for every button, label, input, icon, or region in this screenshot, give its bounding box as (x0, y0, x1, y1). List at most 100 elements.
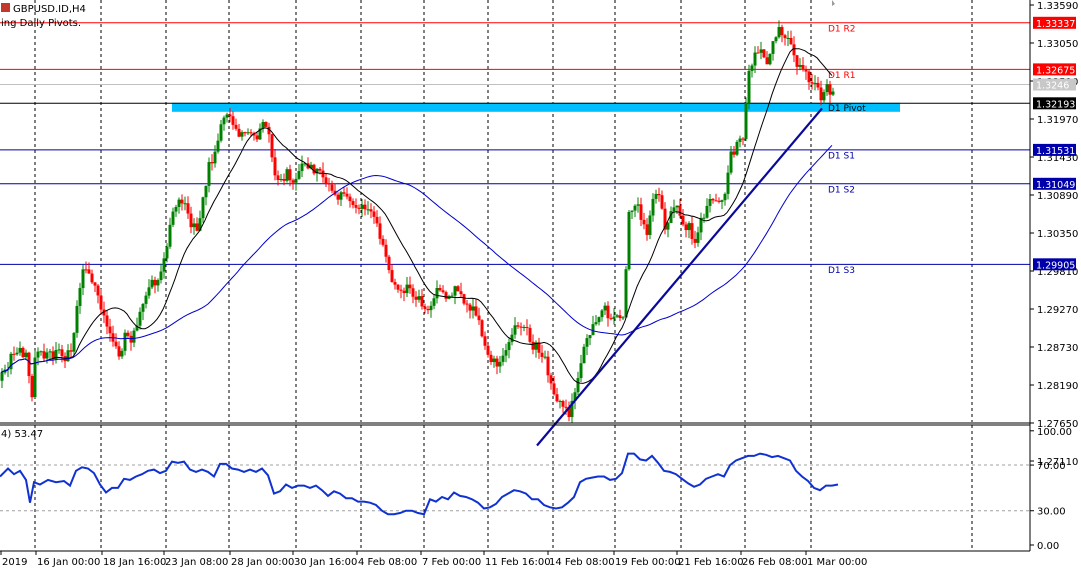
candle-body (384, 244, 388, 257)
x-tick-label: 28 Jan 00:00 (231, 557, 294, 568)
candle-body (0, 372, 4, 381)
pivot-name-label: D1 Pivot (828, 104, 866, 114)
y-tick-label: 1.27110 (1037, 457, 1078, 468)
y-tick-label: 1.29810 (1037, 267, 1078, 278)
price-axis: 1.335901.330501.325101.319701.314301.308… (0, 0, 1078, 552)
candle-body (255, 135, 259, 140)
candle-body (267, 126, 271, 135)
candle-body (591, 324, 595, 336)
candle-body (825, 84, 829, 93)
candle-body (309, 164, 313, 169)
x-tick-label: 19 Feb 00:00 (615, 557, 681, 568)
candle-body (183, 203, 187, 205)
candles (0, 20, 835, 424)
candle-body (345, 193, 349, 197)
candle-body (696, 232, 700, 243)
candle-body (285, 169, 289, 181)
candle-body (738, 138, 742, 142)
y-tick-label: 1.27650 (1037, 419, 1078, 430)
rsi-tick-label: 100.00 (1037, 427, 1072, 438)
x-tick-label: 4 Feb 08:00 (358, 557, 417, 568)
candle-body (753, 52, 757, 66)
candle-body (534, 342, 538, 350)
candle-body (228, 114, 232, 117)
candle-body (810, 82, 814, 84)
rsi-panel (0, 452, 1030, 516)
candle-body (531, 341, 535, 350)
candle-body (105, 315, 109, 327)
symbol-icon (1, 3, 10, 12)
candle-body (408, 284, 412, 289)
candle-body (390, 270, 394, 283)
candle-body (369, 209, 373, 212)
candle-body (261, 122, 265, 129)
candle-body (129, 335, 133, 343)
candle-body (459, 291, 463, 295)
candle-body (411, 288, 415, 297)
candle-body (774, 37, 778, 42)
x-tick-label: 14 Feb 08:00 (549, 557, 615, 568)
candle-body (495, 358, 499, 367)
candle-body (672, 207, 676, 212)
candle-body (12, 353, 16, 355)
candle-body (579, 363, 583, 379)
candle-body (357, 207, 361, 209)
x-tick-label: 7 Feb 00:00 (422, 557, 481, 568)
candle-body (432, 298, 436, 306)
candle-body (723, 193, 727, 201)
candle-body (108, 326, 112, 334)
candle-body (429, 305, 433, 311)
candle-body (174, 206, 178, 212)
candle-body (474, 306, 478, 316)
candle-body (570, 400, 574, 418)
candle-body (594, 322, 598, 325)
candle-body (456, 286, 460, 292)
candle-body (708, 198, 712, 206)
candle-body (699, 217, 703, 233)
candle-body (36, 351, 40, 358)
rsi-line (0, 452, 839, 516)
y-tick-label: 1.33050 (1037, 39, 1078, 50)
candle-body (243, 132, 247, 134)
candle-body (435, 288, 439, 299)
candle-body (597, 317, 601, 323)
candle-body (471, 306, 475, 311)
candle-body (69, 350, 73, 352)
candle-body (54, 349, 58, 360)
candle-body (249, 132, 253, 134)
candle-body (678, 205, 682, 216)
candle-body (201, 197, 205, 219)
candle-body (762, 49, 766, 58)
candle-body (42, 351, 46, 359)
candle-body (45, 352, 49, 359)
trendline (536, 107, 823, 447)
candle-body (624, 269, 628, 318)
candle-body (399, 289, 403, 291)
candle-body (99, 295, 103, 310)
candle-body (363, 204, 367, 210)
y-tick-label: 1.29270 (1037, 305, 1078, 316)
symbol-label: GBPUSD.ID,H4 (13, 4, 86, 15)
candle-body (645, 224, 649, 235)
chart-shift-marker (832, 0, 835, 6)
candle-body (630, 210, 634, 212)
candle-body (543, 356, 547, 358)
candle-body (90, 273, 94, 283)
x-tick-label: 30 Jan 16:00 (294, 557, 357, 568)
x-tick-label: 11 Feb 16:00 (485, 557, 551, 568)
candle-body (519, 326, 523, 328)
candle-body (618, 315, 622, 319)
candle-body (681, 215, 685, 225)
candle-body (525, 326, 529, 328)
candle-body (186, 203, 190, 214)
candle-body (714, 200, 718, 202)
pivot-zone (172, 102, 900, 112)
x-tick-label: 21 Feb 16:00 (678, 557, 744, 568)
candle-body (396, 284, 400, 290)
candle-body (270, 134, 274, 158)
candle-body (648, 215, 652, 235)
indicator-label: ing Daily Pivots. (1, 18, 81, 29)
candle-body (717, 200, 721, 202)
candle-body (144, 295, 148, 304)
